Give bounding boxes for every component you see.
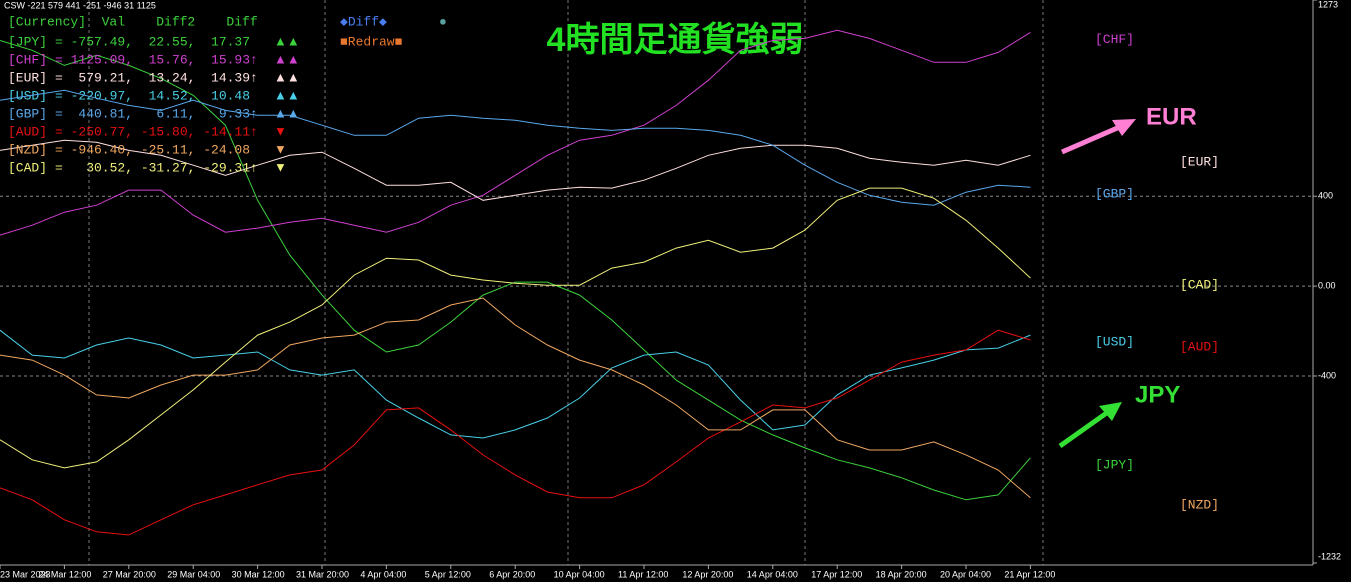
x-tick-label: 4 Apr 04:00 bbox=[360, 569, 406, 579]
y-tick-label: 1273 bbox=[1318, 0, 1338, 9]
series-end-label: [GBP] bbox=[1095, 187, 1134, 202]
legend-name: [CAD] bbox=[8, 160, 47, 175]
series-line bbox=[0, 139, 1031, 201]
series-line bbox=[0, 40, 1031, 501]
x-tick-label: 27 Mar 20:00 bbox=[103, 569, 156, 579]
series-line bbox=[0, 329, 1031, 536]
annotation: EUR bbox=[1146, 103, 1197, 130]
eur-arrow-head bbox=[1112, 119, 1136, 136]
legend-readout: = -250.77, -15.80, -14.11↑ bbox=[55, 124, 258, 139]
x-tick-label: 24 Mar 12:00 bbox=[38, 569, 91, 579]
legend-name: [EUR] bbox=[8, 70, 47, 85]
legend-name: [GBP] bbox=[8, 106, 47, 121]
legend-readout: = 440.81, 6.11, 9.33↑ bbox=[55, 106, 258, 121]
x-tick-label: 21 Apr 12:00 bbox=[1004, 569, 1055, 579]
legend-readout: = 579.21, 13.24, 14.39↑ bbox=[55, 70, 258, 85]
eur-arrow bbox=[1061, 123, 1123, 155]
series-end-label: [USD] bbox=[1095, 335, 1134, 350]
legend-readout: = 30.52, -31.27, -29.31↑ bbox=[55, 160, 258, 175]
legend-readout: = -757.49, 22.55, 17.37 bbox=[55, 34, 250, 49]
legend-readout: = 1125.09, 15.76, 15.93↑ bbox=[55, 52, 258, 67]
series-end-label: [EUR] bbox=[1180, 155, 1219, 170]
x-tick-label: 29 Mar 04:00 bbox=[167, 569, 220, 579]
vertical-grid bbox=[88, 0, 1044, 565]
series-line bbox=[0, 89, 1031, 206]
x-tick-label: 5 Apr 12:00 bbox=[425, 569, 471, 579]
legend-header: [Currency] Val Diff2 Diff bbox=[8, 14, 258, 29]
legend-name: [NZD] bbox=[8, 142, 47, 157]
x-tick-label: 23 Mar 2023 bbox=[0, 569, 51, 579]
series-end-label: [CAD] bbox=[1180, 277, 1219, 292]
y-tick-label: -1232 bbox=[1318, 551, 1341, 561]
series-line bbox=[0, 29, 1031, 236]
annotation: JPY bbox=[1135, 381, 1180, 408]
legend-name: [JPY] bbox=[8, 34, 47, 49]
x-tick-label: 12 Apr 20:00 bbox=[682, 569, 733, 579]
series-end-label: [JPY] bbox=[1095, 457, 1134, 472]
x-tick-label: 11 Apr 12:00 bbox=[618, 569, 668, 579]
legend-marker: ▼ bbox=[274, 159, 287, 174]
legend-name: [CHF] bbox=[8, 52, 47, 67]
series-end-label: [NZD] bbox=[1180, 497, 1219, 512]
legend-marker: ▼ bbox=[274, 141, 287, 156]
series-end-label: [AUD] bbox=[1180, 339, 1219, 354]
series-end-label: [CHF] bbox=[1095, 32, 1134, 47]
chart-title: 4時間足通貨強弱 bbox=[547, 21, 804, 59]
y-tick-label: 400 bbox=[1318, 191, 1333, 201]
legend-readout: = -946.40, -25.11, -24.08 bbox=[55, 142, 250, 157]
diff-button[interactable]: ◆Diff◆ bbox=[340, 14, 387, 29]
x-tick-label: 10 Apr 04:00 bbox=[554, 569, 605, 579]
y-tick-label: -400 bbox=[1318, 370, 1336, 380]
legend-readout: = -220.97, 14.52, 10.48 bbox=[55, 88, 250, 103]
x-tick-label: 6 Apr 20:00 bbox=[489, 569, 535, 579]
dot-button[interactable]: ● bbox=[439, 14, 447, 29]
jpy-arrow-head bbox=[1099, 402, 1122, 421]
x-tick-label: 31 Mar 20:00 bbox=[296, 569, 349, 579]
legend-marker: ▼ bbox=[274, 123, 287, 138]
jpy-arrow bbox=[1058, 409, 1110, 449]
x-tick-label: 18 Apr 20:00 bbox=[876, 569, 927, 579]
legend-marker: ▲▲ bbox=[274, 33, 300, 48]
legend-marker: ▲▲ bbox=[274, 105, 300, 120]
legend-marker: ▲▲ bbox=[274, 87, 300, 102]
x-tick-label: 20 Apr 04:00 bbox=[940, 569, 991, 579]
x-tick-label: 17 Apr 12:00 bbox=[811, 569, 862, 579]
legend-marker: ▲▲ bbox=[274, 69, 300, 84]
series-line bbox=[0, 187, 1031, 469]
header-info: CSW -221 579 441 -251 -946 31 1125 bbox=[4, 0, 156, 10]
series-line bbox=[0, 297, 1031, 499]
x-tick-label: 30 Mar 12:00 bbox=[232, 569, 285, 579]
x-tick-label: 14 Apr 04:00 bbox=[747, 569, 798, 579]
y-tick-label: 0.00 bbox=[1318, 280, 1336, 290]
legend-marker: ▲▲ bbox=[274, 51, 300, 66]
legend-name: [AUD] bbox=[8, 124, 47, 139]
series-line bbox=[0, 329, 1031, 439]
redraw-button[interactable]: ■Redraw■ bbox=[340, 34, 403, 49]
